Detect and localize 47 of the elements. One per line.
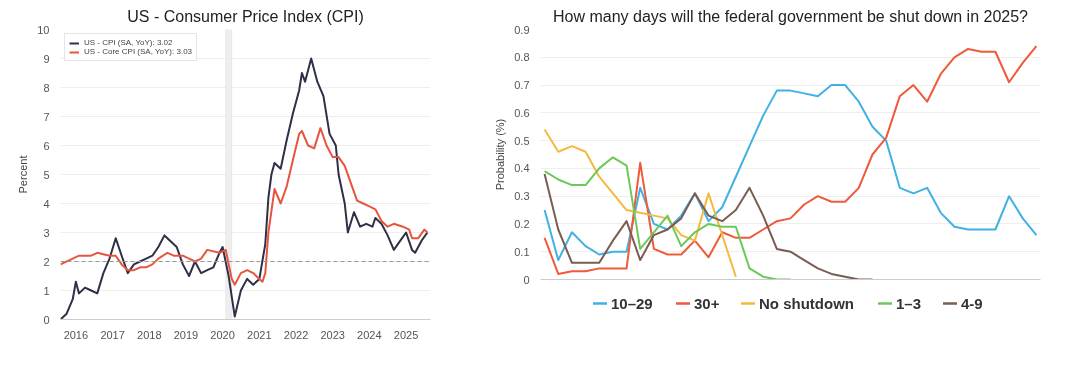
x-tick-label: 2025	[393, 328, 419, 341]
y-axis-title: Percent	[17, 155, 30, 194]
line-series	[543, 128, 737, 278]
y-tick-label: 0	[523, 273, 530, 286]
y-tick-label: 0	[43, 313, 50, 326]
x-tick-label: 2019	[173, 328, 199, 341]
legend-label: 10–29	[611, 295, 653, 312]
line-series	[543, 45, 1038, 275]
y-axis-title: Probability (%)	[494, 118, 507, 191]
line-series	[543, 84, 1038, 262]
x-tick-label: 2017	[100, 328, 125, 341]
x-tick-label: 2020	[210, 328, 235, 341]
x-tick-label: 2018	[137, 328, 162, 341]
legend-label: US - CPI (SA, YoY): 3.02	[84, 38, 173, 47]
y-tick-label: 1	[43, 284, 50, 297]
y-tick-label: 0.8	[514, 51, 530, 64]
y-tick-label: 5	[43, 168, 50, 181]
y-tick-label: 0.2	[514, 217, 530, 230]
y-tick-label: 0.1	[514, 245, 530, 258]
y-tick-label: 0.6	[514, 106, 530, 119]
y-tick-label: 0.5	[514, 134, 530, 147]
y-tick-label: 0.4	[514, 162, 530, 175]
legend-label: US - Core CPI (SA, YoY): 3.03	[84, 47, 193, 56]
x-tick-label: 2023	[320, 328, 345, 341]
y-tick-label: 0.7	[514, 79, 530, 92]
y-tick-label: 6	[43, 139, 50, 152]
legend-label: No shutdown	[759, 295, 854, 312]
y-tick-label: 0.3	[514, 190, 530, 203]
x-tick-label: 2024	[357, 328, 382, 341]
chart-title: How many days will the federal government be shut down in 2025?	[553, 7, 1029, 25]
x-tick-label: 2022	[283, 328, 309, 341]
y-tick-label: 7	[43, 110, 50, 123]
y-tick-label: 8	[43, 81, 50, 94]
legend-label: 30+	[694, 294, 720, 312]
y-tick-label: 9	[43, 52, 50, 65]
chart-title: US - Consumer Price Index (CPI)	[127, 7, 364, 25]
x-tick-label: 2021	[247, 328, 272, 341]
y-tick-label: 4	[43, 197, 50, 210]
y-tick-label: 2	[43, 255, 50, 268]
y-tick-label: 3	[43, 226, 50, 239]
line-series	[60, 57, 429, 320]
y-tick-label: 0.9	[514, 23, 530, 36]
line-series	[60, 127, 429, 286]
x-tick-label: 2016	[63, 328, 89, 341]
legend-label: 4-9	[961, 294, 983, 312]
y-tick-label: 10	[37, 23, 50, 36]
legend-label: 1–3	[896, 295, 922, 312]
